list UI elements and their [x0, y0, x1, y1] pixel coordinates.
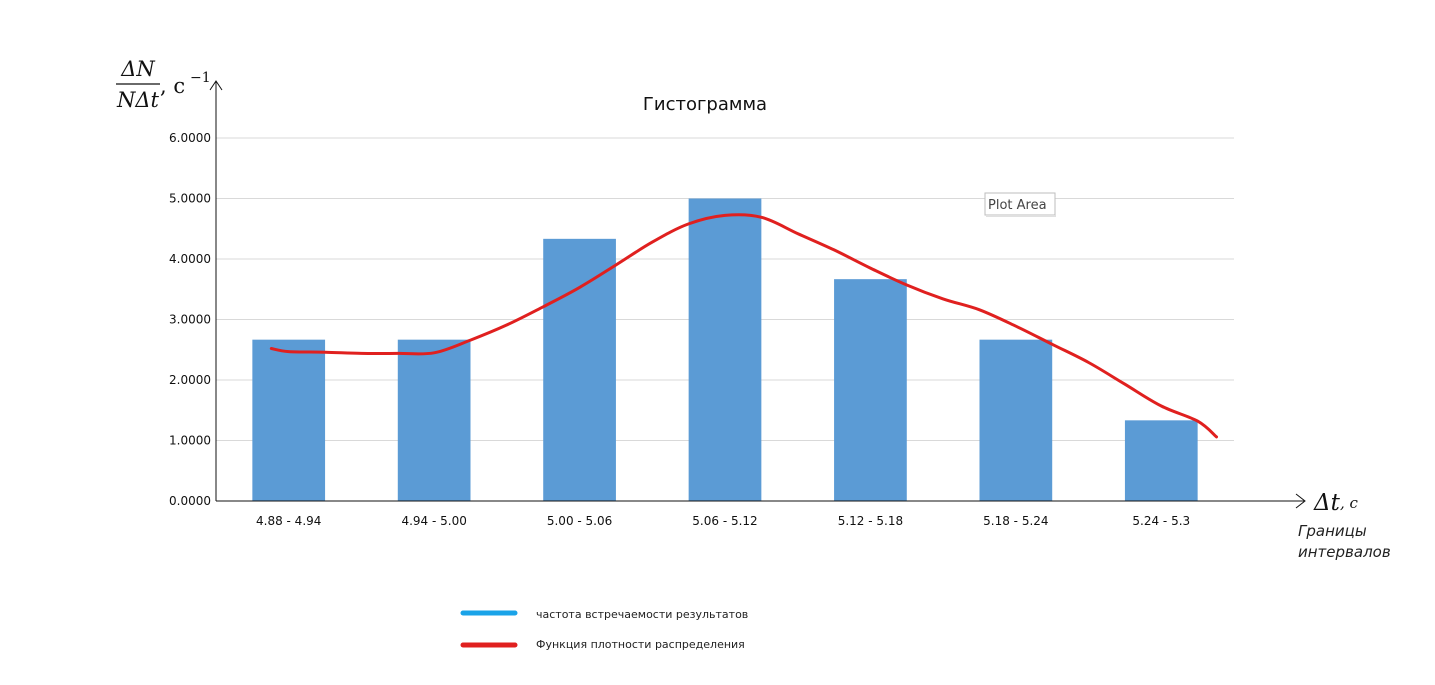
y-axis-label: ΔN NΔt , c −1	[116, 57, 211, 112]
y-tick-label: 6.0000	[169, 131, 211, 145]
legend-label-density: Функция плотности распределения	[536, 638, 745, 651]
y-tick-label: 5.0000	[169, 192, 211, 206]
x-category-labels: 4.88 - 4.94 4.94 - 5.00 5.00 - 5.06 5.06 - …	[256, 514, 1190, 528]
chart-title: Гистограмма	[643, 94, 767, 115]
bar	[979, 339, 1053, 501]
y-tick-label: 2.0000	[169, 373, 211, 387]
bars	[252, 198, 1198, 502]
legend-label-bars: частота встречаемости результатов	[536, 608, 748, 621]
y-tick-label: 3.0000	[169, 313, 211, 327]
y-tick-labels: 0.0000 1.0000 2.0000 3.0000 4.0000 5.0000 6.00…	[169, 131, 211, 508]
y-label-unit: , c	[160, 74, 185, 98]
x-category-label: 5.18 - 5.24	[983, 514, 1048, 528]
x-category-label: 5.12 - 5.18	[838, 514, 903, 528]
bar	[1124, 420, 1198, 501]
legend-item-bars: частота встречаемости результатов	[460, 608, 748, 621]
x-label-unit: , c	[1340, 494, 1359, 512]
legend-item-density: Функция плотности распределения	[460, 638, 745, 651]
bar	[543, 238, 616, 502]
bar	[834, 279, 907, 501]
y-label-unit-exponent: −1	[190, 70, 211, 86]
density-line	[269, 213, 1218, 439]
bar	[397, 339, 471, 501]
bar	[252, 339, 326, 501]
plot-area-tooltip: Plot Area	[984, 192, 1056, 217]
bar	[688, 198, 762, 501]
x-axis-label: Δt , c Границы интервалов	[1298, 490, 1391, 561]
x-category-label: 4.88 - 4.94	[256, 514, 321, 528]
tooltip-text: Plot Area	[988, 198, 1047, 213]
x-category-label: 4.94 - 5.00	[401, 514, 466, 528]
y-label-numerator: ΔN	[120, 57, 155, 81]
y-tick-label: 1.0000	[169, 434, 211, 448]
y-tick-label: 0.0000	[169, 494, 211, 508]
x-category-label: 5.24 - 5.3	[1132, 514, 1190, 528]
x-axis-arrow	[1295, 493, 1306, 509]
x-caption-line1: Границы	[1298, 522, 1367, 540]
x-category-label: 5.00 - 5.06	[547, 514, 612, 528]
x-category-label: 5.06 - 5.12	[692, 514, 757, 528]
axes	[209, 80, 1306, 509]
legend: частота встречаемости результатов Функци…	[460, 608, 748, 651]
y-tick-label: 4.0000	[169, 252, 211, 266]
x-caption-line2: интервалов	[1298, 543, 1391, 561]
y-label-denominator: NΔt	[116, 88, 160, 112]
y-axis-arrow	[209, 80, 223, 91]
x-label-symbol: Δt	[1313, 490, 1341, 516]
